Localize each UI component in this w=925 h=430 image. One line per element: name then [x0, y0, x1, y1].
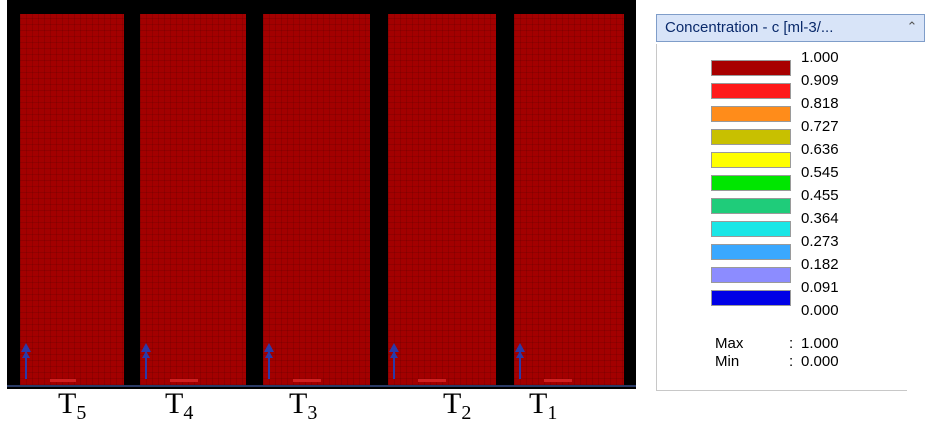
legend-tick: 0.273: [801, 233, 839, 250]
bottom-marker: [170, 379, 198, 382]
legend-swatch: [711, 290, 791, 306]
label-t3: T3: [289, 387, 318, 424]
legend-tick: 0.636: [801, 141, 839, 158]
min-colon: :: [789, 353, 794, 370]
simulation-view: [7, 0, 636, 389]
flow-arrow-icon: [264, 343, 274, 379]
bottom-marker: [418, 379, 446, 382]
legend-swatch: [711, 198, 791, 214]
column-t4: [140, 14, 246, 385]
bottom-marker: [50, 379, 76, 382]
legend-swatch: [711, 106, 791, 122]
legend-tick: 0.091: [801, 279, 839, 296]
max-colon: :: [789, 335, 794, 352]
legend-tick: 0.909: [801, 72, 839, 89]
chevron-double-up-icon[interactable]: ⌃︎: [906, 20, 918, 35]
legend-swatch: [711, 221, 791, 237]
legend-tick: 0.727: [801, 118, 839, 135]
legend-tick: 0.545: [801, 164, 839, 181]
legend-header[interactable]: Concentration - c [ml-3/... ⌃︎: [656, 14, 925, 42]
legend-swatch: [711, 267, 791, 283]
legend-swatch: [711, 83, 791, 99]
legend-title: Concentration - c [ml-3/...: [665, 19, 834, 36]
label-t4: T4: [165, 387, 194, 424]
column-t2: [388, 14, 496, 385]
legend-swatch: [711, 244, 791, 260]
column-t1: [514, 14, 624, 385]
legend-tick: 0.182: [801, 256, 839, 273]
legend-swatch: [711, 60, 791, 76]
label-t1: T1: [529, 387, 558, 424]
label-t5: T5: [58, 387, 87, 424]
legend-swatch: [711, 152, 791, 168]
min-label: Min: [715, 353, 740, 370]
flow-arrow-icon: [141, 343, 151, 379]
flow-arrow-icon: [21, 343, 31, 379]
legend-panel: Concentration - c [ml-3/... ⌃︎ 1.000 0.9…: [656, 14, 925, 391]
legend-tick: 0.818: [801, 95, 839, 112]
legend-tick: 0.000: [801, 302, 839, 319]
bottom-marker: [544, 379, 572, 382]
min-value: 0.000: [801, 353, 839, 370]
column-t3: [263, 14, 370, 385]
legend-swatch: [711, 129, 791, 145]
max-value: 1.000: [801, 335, 839, 352]
flow-arrow-icon: [389, 343, 399, 379]
legend-tick: 0.364: [801, 210, 839, 227]
legend-tick: 0.455: [801, 187, 839, 204]
flow-arrow-icon: [515, 343, 525, 379]
legend-body: 1.000 0.909 0.818 0.727 0.636 0.545 0.45…: [656, 44, 907, 391]
domain-baseline: [7, 385, 636, 387]
label-t2: T2: [443, 387, 472, 424]
bottom-marker: [293, 379, 321, 382]
legend-swatch: [711, 175, 791, 191]
max-label: Max: [715, 335, 744, 352]
legend-tick: 1.000: [801, 49, 839, 66]
column-t5: [20, 14, 124, 385]
